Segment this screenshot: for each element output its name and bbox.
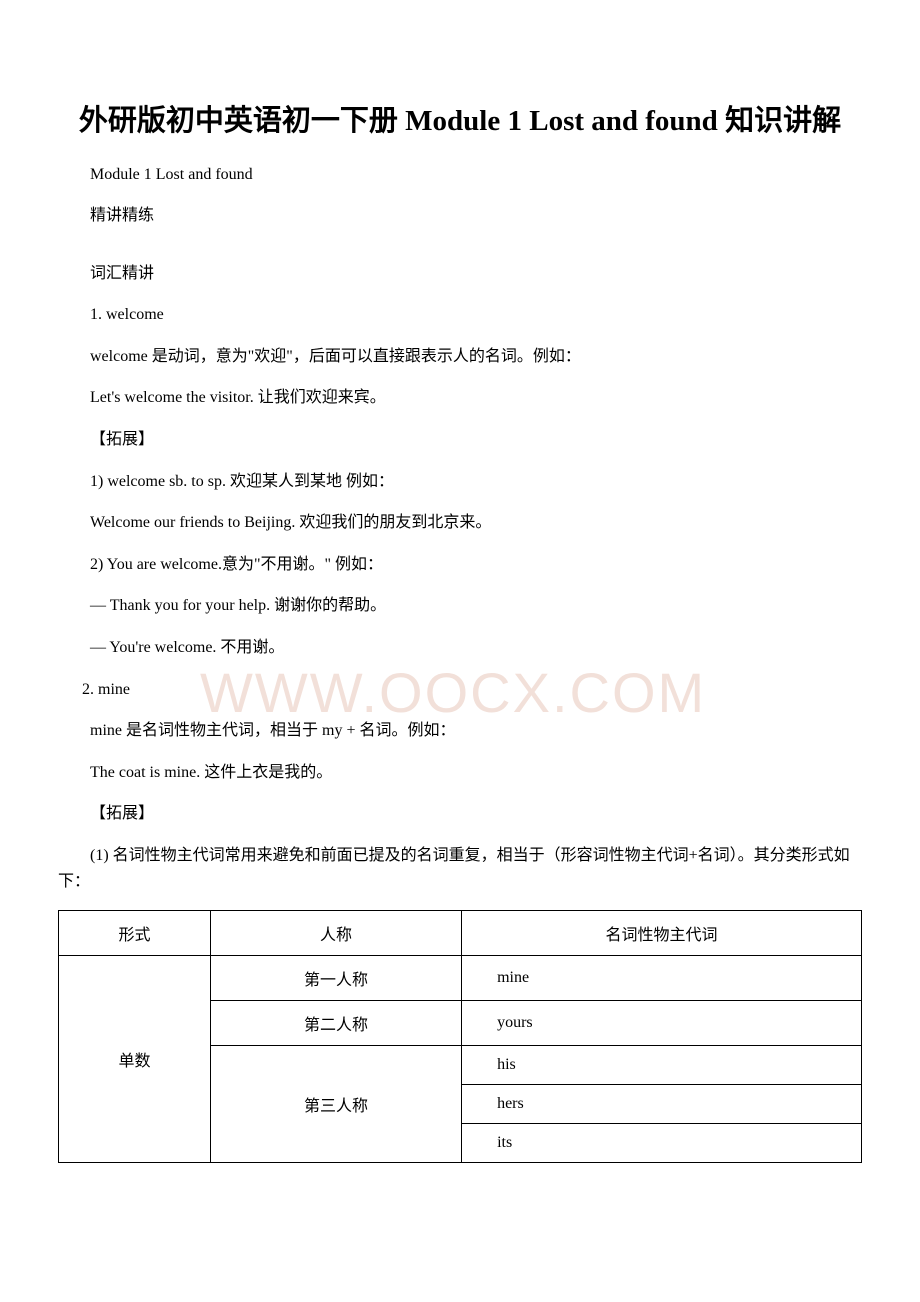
body-line: 【拓展】 <box>58 427 862 453</box>
table-row: 形式 人称 名词性物主代词 <box>59 911 862 956</box>
body-line: 精讲精练 <box>58 203 862 229</box>
table-cell: its <box>462 1124 862 1163</box>
body-line: (1) 名词性物主代词常用来避免和前面已提及的名词重复，相当于（形容词性物主代词… <box>58 843 862 894</box>
table-header-cell: 形式 <box>59 911 211 956</box>
table-cell: 第一人称 <box>210 956 461 1001</box>
body-line: 【拓展】 <box>58 801 862 827</box>
body-line: 2. mine <box>58 677 862 703</box>
table-cell: mine <box>462 956 862 1001</box>
table-header-cell: 名词性物主代词 <box>462 911 862 956</box>
document-page: 外研版初中英语初一下册 Module 1 Lost and found 知识讲解… <box>0 0 920 1203</box>
body-line: Let's welcome the visitor. 让我们欢迎来宾。 <box>58 385 862 411</box>
table-cell: 单数 <box>59 956 211 1163</box>
body-line: 2) You are welcome.意为"不用谢。" 例如： <box>58 552 862 578</box>
body-line: — You're welcome. 不用谢。 <box>58 635 862 661</box>
body-line: Welcome our friends to Beijing. 欢迎我们的朋友到… <box>58 510 862 536</box>
page-title: 外研版初中英语初一下册 Module 1 Lost and found 知识讲解 <box>58 100 862 144</box>
table-header-cell: 人称 <box>210 911 461 956</box>
body-line: 词汇精讲 <box>58 261 862 287</box>
pronoun-table: 形式 人称 名词性物主代词 单数 第一人称 mine 第二人称 yours 第三… <box>58 910 862 1163</box>
body-line: Module 1 Lost and found <box>58 162 862 188</box>
body-line: The coat is mine. 这件上衣是我的。 <box>58 760 862 786</box>
table-cell: his <box>462 1046 862 1085</box>
body-line: 1) welcome sb. to sp. 欢迎某人到某地 例如： <box>58 469 862 495</box>
body-line: mine 是名词性物主代词，相当于 my + 名词。例如： <box>58 718 862 744</box>
table-cell: hers <box>462 1085 862 1124</box>
table-cell: 第三人称 <box>210 1046 461 1163</box>
table-cell: 第二人称 <box>210 1001 461 1046</box>
blank-line <box>58 245 862 261</box>
body-line: welcome 是动词，意为"欢迎"，后面可以直接跟表示人的名词。例如： <box>58 344 862 370</box>
body-line: — Thank you for your help. 谢谢你的帮助。 <box>58 593 862 619</box>
body-line: 1. welcome <box>58 302 862 328</box>
table-cell: yours <box>462 1001 862 1046</box>
table-row: 单数 第一人称 mine <box>59 956 862 1001</box>
